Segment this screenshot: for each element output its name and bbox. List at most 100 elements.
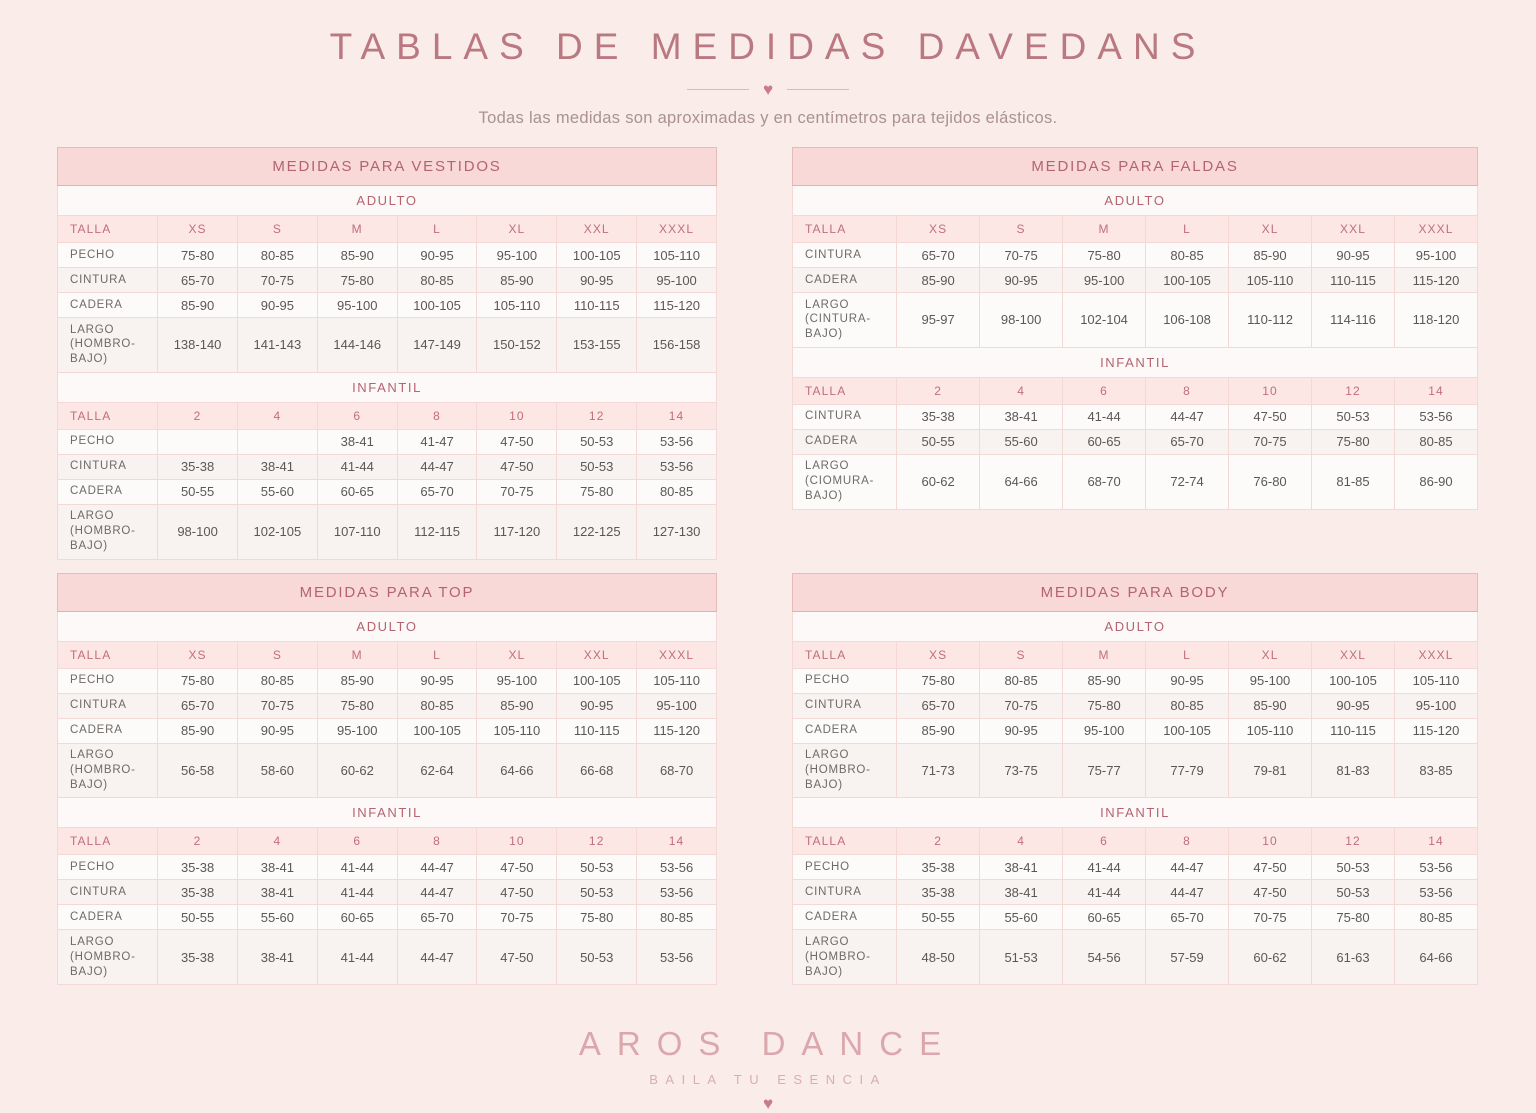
column-header: 8 <box>1145 376 1230 405</box>
cell: 80-85 <box>1394 904 1478 931</box>
cell: 41-44 <box>1062 879 1147 906</box>
column-header: 10 <box>476 827 558 856</box>
cell: 75-80 <box>316 267 398 293</box>
cell: 65-70 <box>1145 904 1230 931</box>
column-header: XXL <box>1311 215 1396 243</box>
column-header: L <box>1145 215 1230 243</box>
row-label: CINTURA <box>791 879 898 906</box>
column-header: 2 <box>157 401 238 430</box>
cell: 53-56 <box>1394 403 1478 430</box>
cell: 90-95 <box>556 692 638 719</box>
cell: 90-95 <box>236 292 318 318</box>
cell: 44-47 <box>396 929 478 986</box>
cell: 105-110 <box>476 717 558 744</box>
cell: 95-100 <box>636 692 717 719</box>
column-header: 12 <box>556 401 638 430</box>
section-label: INFANTIL <box>57 371 717 403</box>
row-label: PECHO <box>56 854 159 881</box>
cell: 35-38 <box>896 854 981 881</box>
table-title: MEDIDAS PARA BODY <box>792 572 1478 612</box>
column-header: 6 <box>1062 376 1147 405</box>
column-header: 10 <box>1228 376 1313 405</box>
section-label: INFANTIL <box>792 797 1478 829</box>
section-label: INFANTIL <box>57 797 717 829</box>
brand-tagline: BAILA TU ESENCIA <box>649 1072 887 1088</box>
cell: 90-95 <box>236 717 318 744</box>
row-label: CINTURA <box>56 453 159 480</box>
cell: 100-105 <box>1145 717 1230 744</box>
row-label: CADERA <box>56 904 159 931</box>
cell: 35-38 <box>896 403 981 430</box>
cell: 65-70 <box>896 242 981 268</box>
cell: 150-152 <box>476 317 558 373</box>
column-header: 2 <box>896 376 981 405</box>
cell: 153-155 <box>556 317 638 373</box>
divider-line <box>787 89 850 90</box>
cell: 85-90 <box>1228 242 1313 268</box>
cell: 86-90 <box>1394 453 1478 510</box>
row-label: CINTURA <box>791 242 898 268</box>
cell: 44-47 <box>1145 879 1230 906</box>
cell: 47-50 <box>476 428 558 455</box>
cell: 90-95 <box>1311 242 1396 268</box>
cell: 85-90 <box>157 292 238 318</box>
cell: 38-41 <box>316 428 398 455</box>
cell: 47-50 <box>476 854 558 881</box>
cell: 55-60 <box>236 904 318 931</box>
section-label: INFANTIL <box>792 346 1478 378</box>
cell: 47-50 <box>476 453 558 480</box>
cell: 98-100 <box>157 503 238 560</box>
cell: 65-70 <box>1145 428 1230 455</box>
table-title: MEDIDAS PARA VESTIDOS <box>57 147 717 186</box>
cell: 147-149 <box>396 317 478 373</box>
row-label: CADERA <box>56 717 159 744</box>
cell: 41-47 <box>396 428 478 455</box>
cell: 95-100 <box>1062 267 1147 293</box>
column-header: 14 <box>636 827 717 856</box>
column-header: 6 <box>316 401 398 430</box>
column-header: XXXL <box>1394 640 1478 669</box>
column-header: 2 <box>896 827 981 856</box>
cell: 50-53 <box>556 453 638 480</box>
column-header: S <box>236 640 318 669</box>
cell: 141-143 <box>236 317 318 373</box>
column-header: XL <box>476 215 558 243</box>
cell: 35-38 <box>157 854 238 881</box>
cell: 65-70 <box>896 692 981 719</box>
table-title: MEDIDAS PARA FALDAS <box>792 147 1478 186</box>
cell: 60-65 <box>1062 904 1147 931</box>
column-header: TALLA <box>791 640 898 669</box>
cell: 44-47 <box>1145 403 1230 430</box>
cell: 60-65 <box>316 478 398 505</box>
cell: 105-110 <box>476 292 558 318</box>
cell: 75-80 <box>556 904 638 931</box>
row-label: LARGO (HOMBRO-BAJO) <box>791 929 898 986</box>
cell: 53-56 <box>636 854 717 881</box>
cell: 85-90 <box>1228 692 1313 719</box>
cell: 107-110 <box>316 503 398 560</box>
cell: 77-79 <box>1145 742 1230 799</box>
cell: 56-58 <box>157 742 238 799</box>
column-header: 4 <box>236 401 318 430</box>
cell: 65-70 <box>396 478 478 505</box>
cell: 76-80 <box>1228 453 1313 510</box>
column-header: XL <box>1228 215 1313 243</box>
row-label: CADERA <box>791 267 898 293</box>
row-label: CADERA <box>791 904 898 931</box>
row-label: CINTURA <box>791 692 898 719</box>
page-subtitle: Todas las medidas son aproximadas y en c… <box>478 109 1058 127</box>
column-header: 12 <box>556 827 638 856</box>
cell: 53-56 <box>636 929 717 986</box>
section-label: ADULTO <box>792 610 1478 642</box>
cell: 60-62 <box>896 453 981 510</box>
cell: 75-80 <box>157 667 238 694</box>
cell: 35-38 <box>157 929 238 986</box>
cell: 95-100 <box>636 267 717 293</box>
column-header: 6 <box>1062 827 1147 856</box>
column-header: XXL <box>556 640 638 669</box>
column-header: 14 <box>1394 827 1478 856</box>
column-header: 4 <box>979 376 1064 405</box>
title-divider: ♥ <box>0 81 1536 98</box>
cell: 70-75 <box>476 904 558 931</box>
cell: 50-53 <box>556 428 638 455</box>
